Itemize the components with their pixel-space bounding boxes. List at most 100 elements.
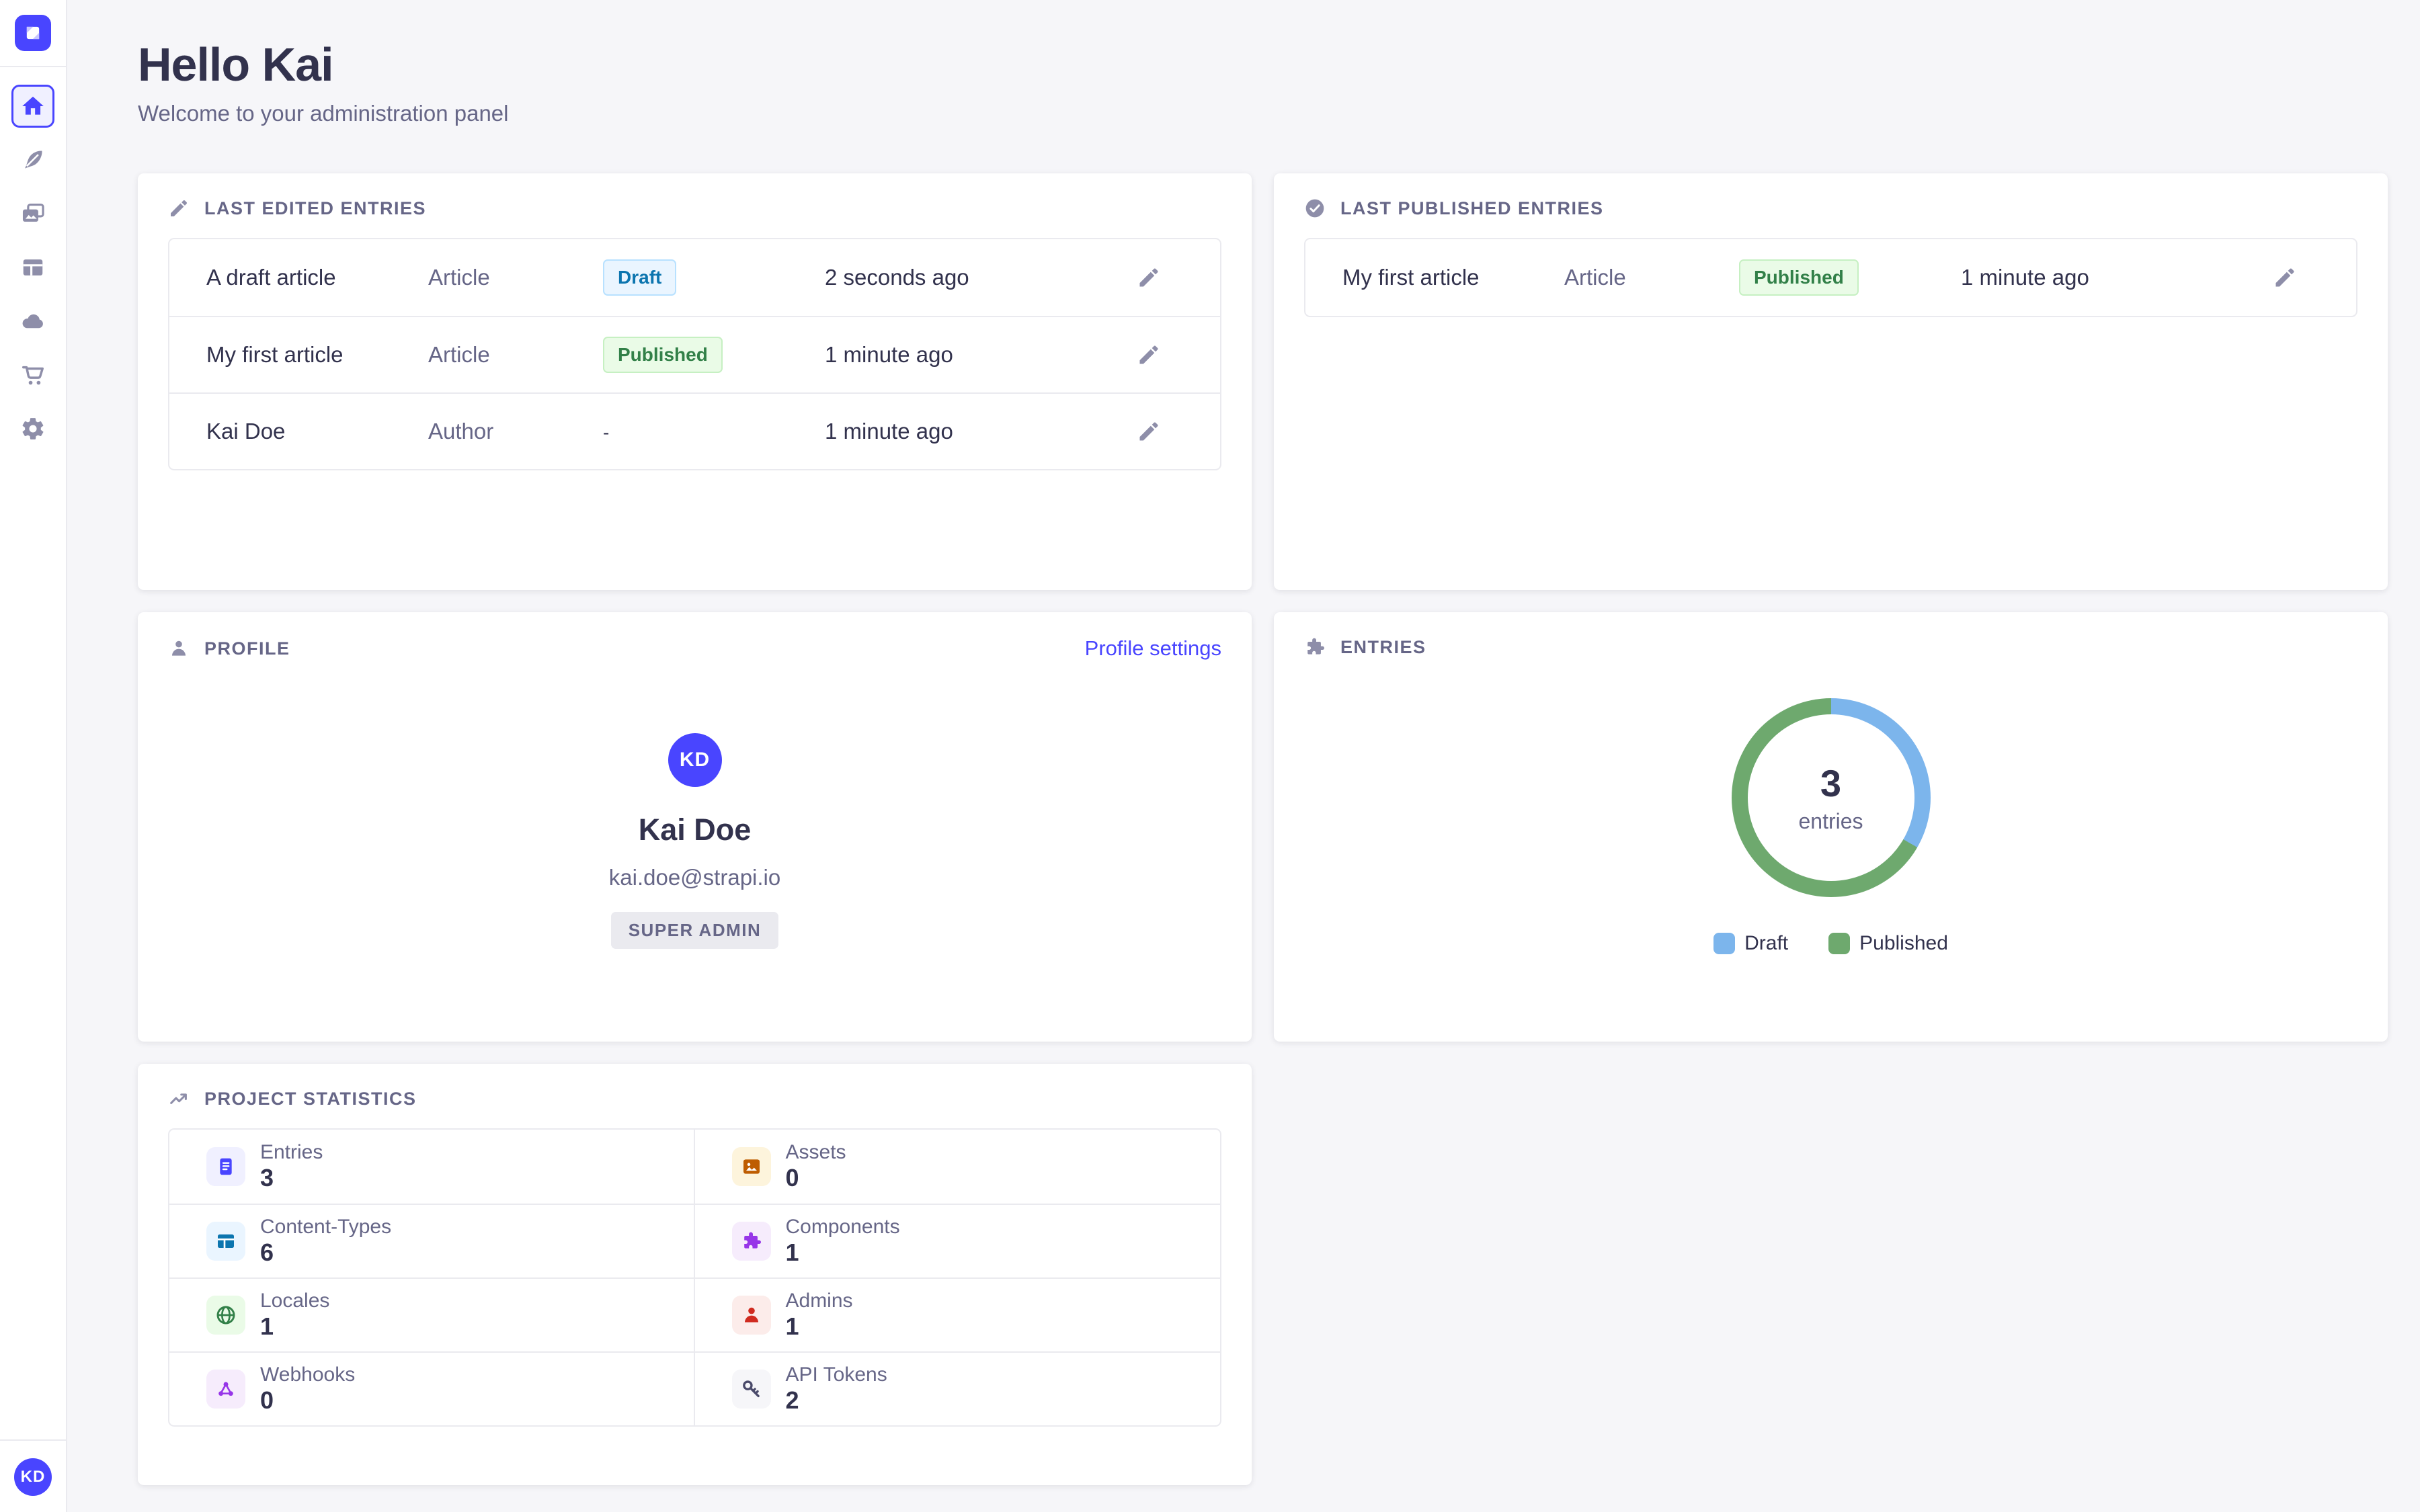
edit-entry-button[interactable] bbox=[1137, 343, 1161, 367]
profile-settings-link[interactable]: Profile settings bbox=[1084, 636, 1221, 660]
entry-time: 1 minute ago bbox=[825, 342, 953, 367]
sidebar-divider bbox=[0, 66, 66, 67]
sidebar-item-cloud[interactable] bbox=[11, 300, 54, 343]
sidebar-item-content-type-builder[interactable] bbox=[11, 246, 54, 289]
status-badge: Published bbox=[603, 337, 723, 373]
profile-avatar: KD bbox=[668, 733, 722, 787]
home-icon bbox=[20, 93, 46, 119]
draft-swatch bbox=[1713, 933, 1736, 954]
stat-value: 1 bbox=[785, 1312, 799, 1340]
sidebar-item-settings[interactable] bbox=[11, 407, 54, 450]
project-statistics-card: PROJECT STATISTICS Entries 3 Assets 0 Cont… bbox=[138, 1064, 1252, 1485]
pencil-icon bbox=[2273, 265, 2297, 290]
entries-card: ENTRIES 3 entries Draft bbox=[1274, 612, 2388, 1042]
puzzle-icon bbox=[1304, 636, 1326, 658]
entry-time: 1 minute ago bbox=[1961, 265, 2089, 290]
stat-admins[interactable]: Admins 1 bbox=[694, 1277, 1220, 1351]
entry-name-link[interactable]: My first article bbox=[206, 342, 344, 367]
person-icon bbox=[741, 1304, 762, 1326]
layout-icon bbox=[215, 1230, 237, 1252]
edit-entry-button[interactable] bbox=[1137, 419, 1161, 444]
pencil-icon bbox=[1137, 265, 1161, 290]
legend-label: Draft bbox=[1744, 932, 1789, 954]
sidebar: KD bbox=[0, 0, 67, 1512]
strapi-logo[interactable] bbox=[15, 15, 51, 51]
role-badge: SUPER ADMIN bbox=[610, 912, 779, 949]
stat-label: Admins bbox=[785, 1290, 853, 1312]
stat-value: 2 bbox=[785, 1386, 799, 1414]
page-title: Hello Kai bbox=[138, 38, 334, 91]
legend-label: Published bbox=[1859, 932, 1948, 954]
status-badge: Draft bbox=[603, 259, 677, 296]
key-icon bbox=[741, 1378, 762, 1400]
profile-email: kai.doe@strapi.io bbox=[608, 865, 781, 890]
stat-value: 1 bbox=[260, 1312, 274, 1340]
cart-icon bbox=[20, 362, 46, 388]
main-content: Hello Kai Welcome to your administration… bbox=[67, 0, 2420, 1512]
entry-name-link[interactable]: Kai Doe bbox=[206, 419, 286, 444]
document-icon bbox=[215, 1156, 237, 1177]
table-row: My first article Article Published 1 min… bbox=[169, 316, 1220, 392]
chart-legend: Draft Published bbox=[1713, 932, 1948, 955]
stat-content-types[interactable]: Content-Types 6 bbox=[169, 1204, 695, 1277]
last-edited-entries-card: LAST EDITED ENTRIES A draft article Arti… bbox=[138, 173, 1252, 590]
entries-total-label: entries bbox=[1798, 809, 1863, 833]
legend-item-published: Published bbox=[1828, 932, 1948, 955]
entry-type: Article bbox=[428, 265, 490, 290]
pencil-icon bbox=[1137, 419, 1161, 444]
entry-name-link[interactable]: A draft article bbox=[206, 265, 336, 290]
check-circle-icon bbox=[1304, 198, 1326, 219]
stat-label: Webhooks bbox=[260, 1363, 356, 1386]
webhook-icon bbox=[215, 1378, 237, 1400]
stat-components[interactable]: Components 1 bbox=[694, 1204, 1220, 1277]
stat-locales[interactable]: Locales 1 bbox=[169, 1277, 695, 1351]
edit-entry-button[interactable] bbox=[2273, 265, 2297, 290]
table-row: A draft article Article Draft 2 seconds … bbox=[169, 239, 1220, 316]
stat-label: Assets bbox=[785, 1141, 846, 1163]
stat-label: Entries bbox=[260, 1141, 323, 1163]
stat-entries[interactable]: Entries 3 bbox=[169, 1130, 695, 1204]
cloud-icon bbox=[20, 308, 46, 334]
sidebar-divider bbox=[0, 1439, 66, 1441]
stat-api-tokens[interactable]: API Tokens 2 bbox=[694, 1351, 1220, 1425]
status-empty: - bbox=[603, 422, 610, 443]
sidebar-nav bbox=[11, 67, 54, 450]
table-row: Kai Doe Author - 1 minute ago bbox=[169, 392, 1220, 469]
sidebar-item-marketplace[interactable] bbox=[11, 353, 54, 396]
stat-webhooks[interactable]: Webhooks 0 bbox=[169, 1351, 695, 1425]
feather-icon bbox=[20, 147, 46, 173]
last-published-entries-card: LAST PUBLISHED ENTRIES My first article … bbox=[1274, 173, 2388, 590]
card-title: PROJECT STATISTICS bbox=[204, 1088, 417, 1109]
card-title: PROFILE bbox=[204, 638, 290, 659]
entries-total: 3 bbox=[1820, 762, 1842, 804]
last-edited-table: A draft article Article Draft 2 seconds … bbox=[168, 238, 1221, 470]
entries-donut-chart: 3 entries bbox=[1731, 698, 1931, 897]
last-published-table: My first article Article Published 1 min… bbox=[1304, 238, 2357, 317]
stat-assets[interactable]: Assets 0 bbox=[695, 1130, 1221, 1204]
stat-label: Components bbox=[785, 1216, 900, 1238]
edit-entry-button[interactable] bbox=[1137, 265, 1161, 290]
stat-label: Locales bbox=[260, 1290, 330, 1312]
pencil-icon bbox=[1137, 343, 1161, 367]
entry-type: Article bbox=[1564, 265, 1626, 290]
stat-label: Content-Types bbox=[260, 1216, 392, 1238]
puzzle-icon bbox=[741, 1230, 762, 1252]
user-avatar[interactable]: KD bbox=[14, 1458, 52, 1496]
layout-icon bbox=[20, 255, 46, 280]
entry-name-link[interactable]: My first article bbox=[1342, 265, 1480, 290]
strapi-logo-icon bbox=[19, 19, 46, 46]
published-swatch bbox=[1828, 933, 1851, 954]
table-row: My first article Article Published 1 min… bbox=[1305, 239, 2356, 316]
sidebar-item-media-library[interactable] bbox=[11, 192, 54, 235]
gear-icon bbox=[20, 416, 46, 442]
entry-time: 2 seconds ago bbox=[825, 265, 969, 290]
pencil-icon bbox=[168, 198, 190, 219]
sidebar-item-content-manager[interactable] bbox=[11, 138, 54, 181]
stat-value: 1 bbox=[785, 1238, 799, 1266]
entry-time: 1 minute ago bbox=[825, 419, 953, 444]
globe-icon bbox=[215, 1304, 237, 1326]
sidebar-item-home[interactable] bbox=[11, 85, 54, 128]
legend-item-draft: Draft bbox=[1713, 932, 1788, 955]
trend-up-icon bbox=[168, 1088, 190, 1109]
stat-value: 0 bbox=[785, 1164, 799, 1191]
